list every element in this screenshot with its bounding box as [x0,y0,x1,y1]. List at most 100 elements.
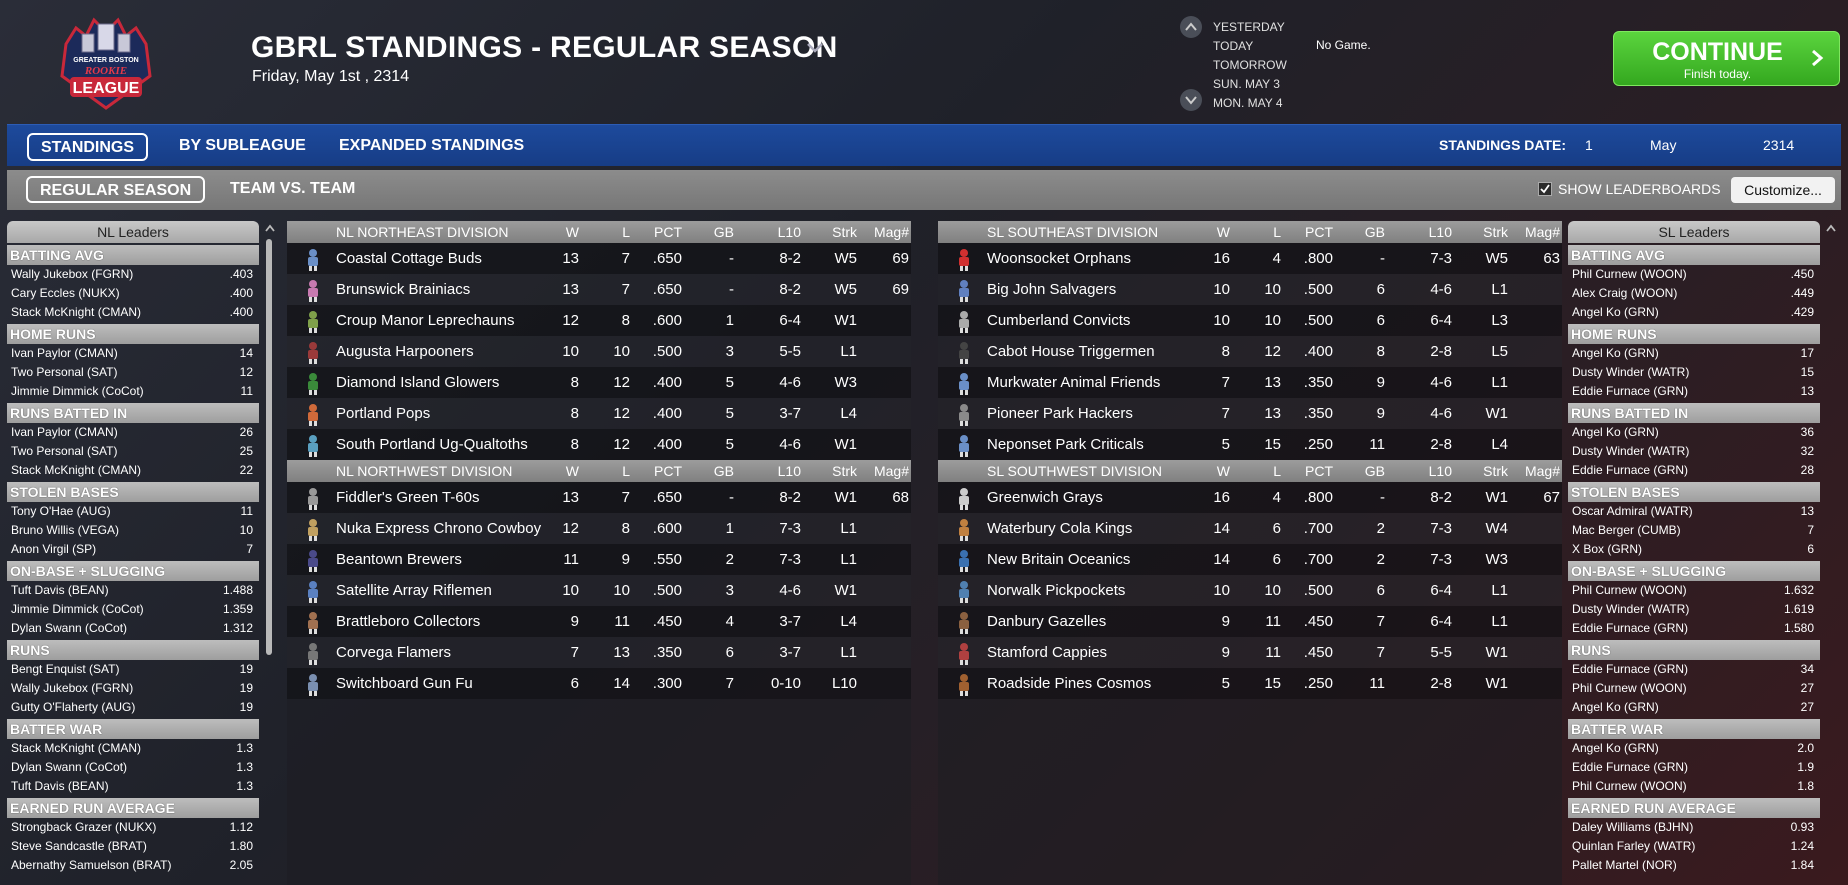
column-header[interactable]: PCT [1305,224,1333,240]
leader-player[interactable]: Phil Curnew (WOON) [1572,681,1687,695]
leader-row[interactable]: Bruno Willis (VEGA) 10 [7,521,259,540]
team-name[interactable]: Nuka Express Chrono Cowboy [336,520,542,537]
column-header[interactable]: Mag# [1524,463,1560,479]
team-name[interactable]: South Portland Ug-Qualtoths [336,436,528,453]
leader-row[interactable]: Stack McKnight (CMAN) 1.3 [7,739,259,758]
leader-row[interactable]: Phil Curnew (WOON) 1.8 [1568,777,1820,796]
leader-row[interactable]: Steve Sandcastle (BRAT) 1.80 [7,837,259,856]
leader-player[interactable]: Two Personal (SAT) [11,365,118,379]
column-header[interactable]: L [622,224,630,240]
leader-row[interactable]: Quinlan Farley (WATR) 1.24 [1568,837,1820,856]
day-up-button[interactable] [1180,16,1202,38]
leader-row[interactable]: Dusty Winder (WATR) 15 [1568,363,1820,382]
team-row[interactable]: Norwalk Pickpockets 10 10 .500 6 6-4 L1 [938,575,1562,606]
leader-row[interactable]: Eddie Furnace (GRN) 1.580 [1568,619,1820,638]
team-row[interactable]: Croup Manor Leprechauns 12 8 .600 1 6-4 W1 [287,305,911,336]
team-name[interactable]: Pioneer Park Hackers [987,405,1133,422]
column-header[interactable]: L [1273,224,1281,240]
leader-row[interactable]: Tuft Davis (BEAN) 1.488 [7,581,259,600]
column-header[interactable]: Mag# [873,463,909,479]
team-row[interactable]: Big John Salvagers 10 10 .500 6 4-6 L1 [938,274,1562,305]
team-name[interactable]: Augusta Harpooners [336,343,474,360]
column-header[interactable]: GB [1364,463,1385,479]
team-row[interactable]: Beantown Brewers 11 9 .550 2 7-3 L1 [287,544,911,575]
leader-player[interactable]: Daley Williams (BJHN) [1572,820,1694,834]
column-header[interactable]: W [565,224,579,240]
leader-row[interactable]: Stack McKnight (CMAN) 22 [7,461,259,480]
leader-player[interactable]: Dusty Winder (WATR) [1572,444,1690,458]
leader-row[interactable]: Wally Jukebox (FGRN) .403 [7,265,259,284]
leader-player[interactable]: Anon Virgil (SP) [11,542,97,556]
leader-player[interactable]: Eddie Furnace (GRN) [1572,384,1689,398]
leader-row[interactable]: Phil Curnew (WOON) 1.632 [1568,581,1820,600]
scroll-up-icon[interactable] [263,221,277,235]
leader-player[interactable]: X Box (GRN) [1572,542,1643,556]
team-row[interactable]: Fiddler's Green T-60s 13 7 .650 - 8-2 W1 68 [287,482,911,513]
leader-player[interactable]: Phil Curnew (WOON) [1572,583,1687,597]
leader-row[interactable]: Angel Ko (GRN) 36 [1568,423,1820,442]
leader-row[interactable]: Wally Jukebox (FGRN) 19 [7,679,259,698]
continue-button[interactable]: CONTINUE Finish today. [1613,31,1840,86]
team-name[interactable]: Switchboard Gun Fu [336,675,473,692]
leader-row[interactable]: Dusty Winder (WATR) 32 [1568,442,1820,461]
standings-date-day[interactable]: 1 [1585,137,1593,153]
chevron-down-icon[interactable] [805,38,825,58]
leader-row[interactable]: Jimmie Dimmick (CoCot) 11 [7,382,259,401]
leader-player[interactable]: Eddie Furnace (GRN) [1572,621,1689,635]
team-name[interactable]: Coastal Cottage Buds [336,250,482,267]
column-header[interactable]: W [565,463,579,479]
leader-player[interactable]: Quinlan Farley (WATR) [1572,839,1696,853]
leader-player[interactable]: Oscar Admiral (WATR) [1572,504,1693,518]
leader-row[interactable]: Ivan Paylor (CMAN) 14 [7,344,259,363]
leader-player[interactable]: Alex Craig (WOON) [1572,286,1678,300]
team-row[interactable]: Switchboard Gun Fu 6 14 .300 7 0-10 L10 [287,668,911,699]
leader-player[interactable]: Tony O'Hae (AUG) [11,504,111,518]
leader-row[interactable]: Eddie Furnace (GRN) 28 [1568,461,1820,480]
leader-row[interactable]: Eddie Furnace (GRN) 13 [1568,382,1820,401]
leader-row[interactable]: Anon Virgil (SP) 7 [7,540,259,559]
column-header[interactable]: PCT [654,463,682,479]
team-name[interactable]: Cabot House Triggermen [987,343,1155,360]
team-row[interactable]: Woonsocket Orphans 16 4 .800 - 7-3 W5 63 [938,243,1562,274]
leader-player[interactable]: Dylan Swann (CoCot) [11,621,128,635]
team-name[interactable]: Neponset Park Criticals [987,436,1144,453]
team-name[interactable]: Cumberland Convicts [987,312,1131,329]
leader-row[interactable]: Dylan Swann (CoCot) 1.3 [7,758,259,777]
team-name[interactable]: Brattleboro Collectors [336,613,481,630]
tab-regular-season[interactable]: REGULAR SEASON [26,176,206,203]
day-sun[interactable]: SUN. MAY 3 [1213,77,1280,91]
leader-row[interactable]: Dusty Winder (WATR) 1.619 [1568,600,1820,619]
team-row[interactable]: Nuka Express Chrono Cowboy 12 8 .600 1 7-3 L1 [287,513,911,544]
leader-player[interactable]: Phil Curnew (WOON) [1572,779,1687,793]
leader-row[interactable]: Cary Eccles (NUKX) .400 [7,284,259,303]
customize-button[interactable]: Customize... [1731,177,1835,203]
leader-player[interactable]: Wally Jukebox (FGRN) [11,681,134,695]
leader-player[interactable]: Ivan Paylor (CMAN) [11,425,118,439]
leader-row[interactable]: Tuft Davis (BEAN) 1.3 [7,777,259,796]
column-header[interactable]: Strk [1483,463,1508,479]
leader-row[interactable]: Strongback Grazer (NUKX) 1.12 [7,818,259,837]
leader-player[interactable]: Mac Berger (CUMB) [1572,523,1681,537]
day-down-button[interactable] [1180,89,1202,111]
leader-player[interactable]: Wally Jukebox (FGRN) [11,267,134,281]
team-name[interactable]: Corvega Flamers [336,644,452,661]
team-name[interactable]: Norwalk Pickpockets [987,582,1126,599]
leader-row[interactable]: Daley Williams (BJHN) 0.93 [1568,818,1820,837]
column-header[interactable]: W [1216,463,1230,479]
leader-row[interactable]: Angel Ko (GRN) 17 [1568,344,1820,363]
leader-row[interactable]: Angel Ko (GRN) .429 [1568,303,1820,322]
leader-player[interactable]: Angel Ko (GRN) [1572,700,1659,714]
column-header[interactable]: Strk [832,463,857,479]
leader-player[interactable]: Jimmie Dimmick (CoCot) [11,602,144,616]
team-name[interactable]: New Britain Oceanics [987,551,1131,568]
leader-row[interactable]: Tony O'Hae (AUG) 11 [7,502,259,521]
leaderboards-checkbox[interactable] [1538,182,1552,196]
column-header[interactable]: Mag# [1524,224,1560,240]
leader-row[interactable]: Bengt Enquist (SAT) 19 [7,660,259,679]
leader-player[interactable]: Phil Curnew (WOON) [1572,267,1687,281]
team-row[interactable]: Stamford Cappies 9 11 .450 7 5-5 W1 [938,637,1562,668]
standings-date-year[interactable]: 2314 [1763,137,1795,153]
leader-row[interactable]: Jimmie Dimmick (CoCot) 1.359 [7,600,259,619]
leader-player[interactable]: Bengt Enquist (SAT) [11,662,120,676]
team-row[interactable]: Satellite Array Riflemen 10 10 .500 3 4-6 W1 [287,575,911,606]
